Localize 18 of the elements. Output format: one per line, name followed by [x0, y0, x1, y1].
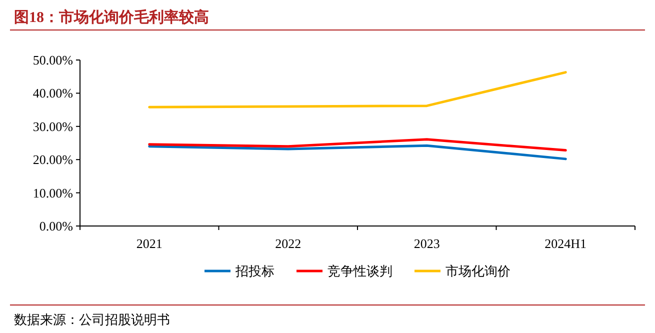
source-note: 数据来源：公司招股说明书	[14, 312, 170, 327]
legend-label: 竞争性谈判	[328, 264, 392, 278]
y-tick-label: 40.00%	[32, 86, 74, 101]
y-tick-label: 0.00%	[39, 218, 74, 234]
y-tick-label: 30.00%	[32, 118, 74, 134]
chart-title: 图18：市场化询价毛利率较高	[14, 8, 209, 26]
x-tick-label: 2024H1	[544, 236, 587, 251]
y-tick-label: 50.00%	[32, 52, 74, 68]
x-tick-label: 2022	[275, 236, 302, 251]
line-series	[148, 138, 567, 152]
line-series	[148, 144, 567, 160]
y-tick-label: 10.00%	[32, 185, 74, 200]
y-tick-label: 20.00%	[32, 152, 74, 168]
legend-label: 市场化询价	[446, 264, 510, 278]
x-tick-label: 2021	[136, 236, 162, 251]
x-tick-label: 2023	[414, 236, 440, 251]
line-series	[148, 71, 567, 108]
legend-label: 招投标	[234, 264, 274, 278]
